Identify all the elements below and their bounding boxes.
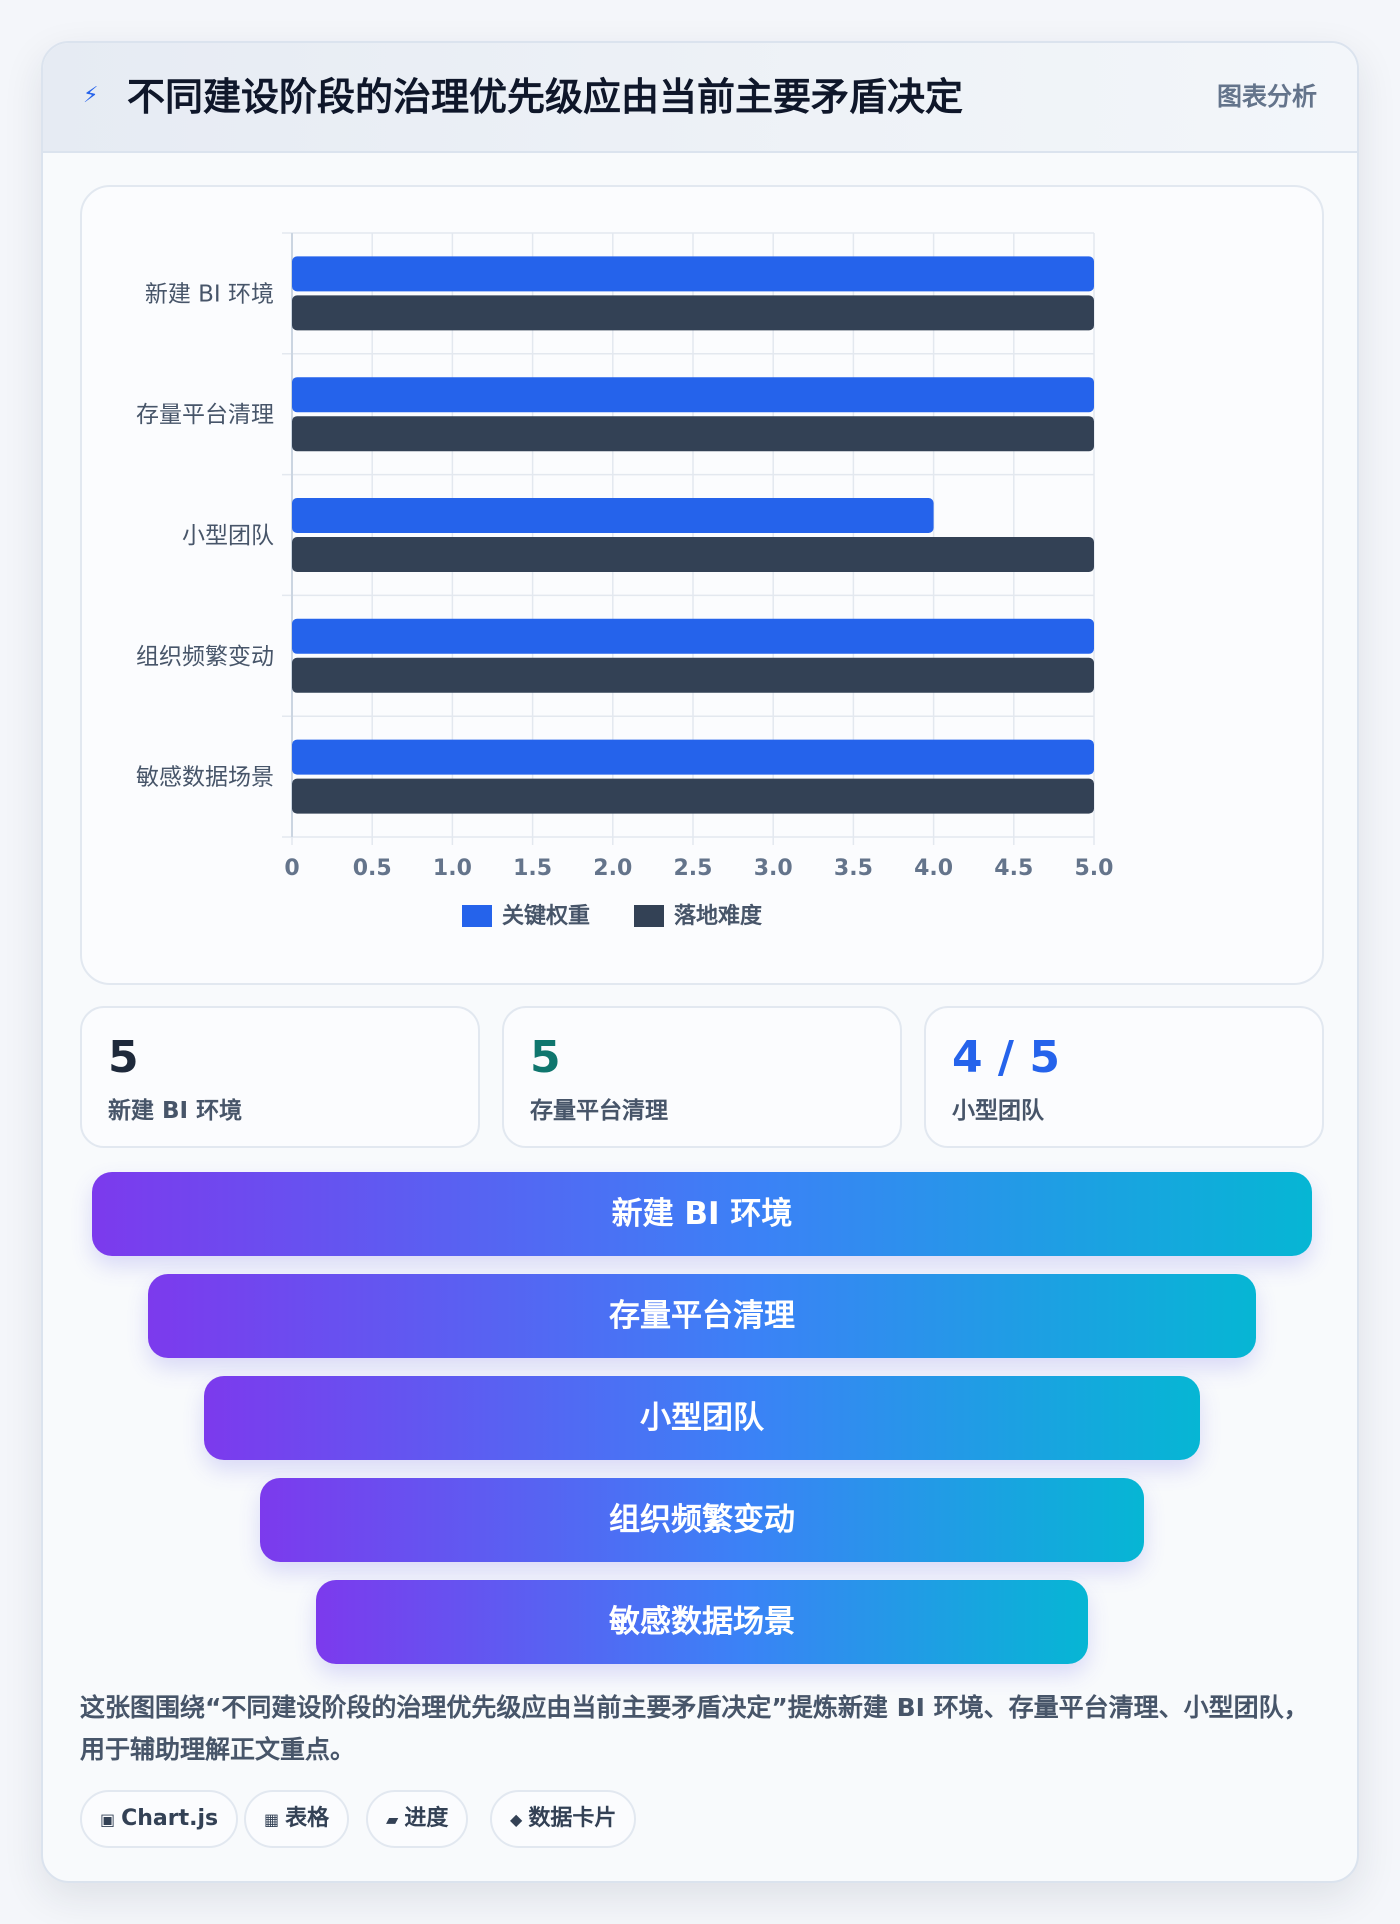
chart-card: ⚡ 不同建设阶段的治理优先级应由当前主要矛盾决定 图表分析 0 0.5 1.0 1.5… [41, 41, 1359, 1883]
page-title: 不同建设阶段的治理优先级应由当前主要矛盾决定 [127, 75, 964, 119]
stat-value: 5 [530, 1032, 561, 1083]
stat-card: 5 存量平台清理 [502, 1006, 902, 1148]
stat-label: 新建 BI 环境 [108, 1098, 243, 1124]
bar [292, 537, 1094, 572]
x-tick-label: 3.5 [834, 856, 873, 881]
tag-table[interactable]: ▦ 表格 [244, 1790, 350, 1848]
x-tick-label: 1.0 [433, 856, 472, 881]
x-tick-label: 1.5 [513, 856, 552, 881]
legend-swatch [462, 905, 492, 927]
tag-label: 表格 [285, 1806, 330, 1831]
stat-cards: 5 新建 BI 环境 5 存量平台清理 4 / 5 小型团队 [80, 1006, 1324, 1148]
funnel-step: 组织频繁变动 [260, 1478, 1144, 1562]
stat-label: 小型团队 [952, 1098, 1044, 1124]
tag-label: Chart.js [121, 1806, 219, 1831]
legend-swatch [634, 905, 664, 927]
funnel-step: 小型团队 [204, 1376, 1200, 1460]
bar [292, 657, 1094, 693]
bar [292, 295, 1094, 331]
bar [292, 416, 1094, 452]
funnel: 新建 BI 环境 存量平台清理 小型团队 组织频繁变动 敏感数据场景 [43, 1172, 1357, 1672]
bar [292, 256, 1094, 292]
bar [292, 778, 1094, 814]
x-tick-label: 3.0 [754, 856, 793, 881]
stat-card: 5 新建 BI 环境 [80, 1006, 480, 1148]
x-tick-label: 2.5 [674, 856, 713, 881]
x-tick-label: 4.0 [914, 856, 953, 881]
funnel-step: 敏感数据场景 [316, 1580, 1088, 1664]
tag-label: 数据卡片 [528, 1806, 617, 1831]
bar [292, 498, 934, 533]
funnel-step: 存量平台清理 [148, 1274, 1256, 1358]
funnel-step: 新建 BI 环境 [92, 1172, 1312, 1256]
progress-icon: ▰ [386, 1810, 399, 1829]
stat-label: 存量平台清理 [530, 1098, 668, 1124]
x-tick-label: 0 [284, 856, 299, 881]
tag-progress[interactable]: ▰ 进度 [366, 1790, 469, 1848]
x-tick-label: 0.5 [353, 856, 392, 881]
stat-card: 4 / 5 小型团队 [924, 1006, 1324, 1148]
bar-chart-panel: 0 0.5 1.0 1.5 2.0 2.5 3.0 3.5 4.0 4.5 5.0 新建 BI 环境存… [80, 185, 1324, 985]
card-header: ⚡ 不同建设阶段的治理优先级应由当前主要矛盾决定 图表分析 [43, 43, 1357, 153]
x-tick-label: 5.0 [1075, 856, 1114, 881]
chart-analysis-label: 图表分析 [1216, 82, 1317, 111]
y-tick-label: 敏感数据场景 [136, 765, 274, 791]
diamond-icon: ◆ [510, 1810, 523, 1829]
bar [292, 377, 1094, 413]
bar [292, 618, 1094, 654]
y-tick-label: 组织频繁变动 [136, 644, 274, 670]
x-tick-label: 2.0 [593, 856, 632, 881]
legend-label: 落地难度 [674, 903, 763, 929]
y-tick-label: 新建 BI 环境 [145, 281, 274, 307]
x-tick-label: 4.5 [994, 856, 1033, 881]
stat-value: 4 / 5 [952, 1032, 1060, 1083]
tag-data-card[interactable]: ◆ 数据卡片 [490, 1790, 637, 1848]
stat-value: 5 [108, 1032, 139, 1083]
lightning-icon: ⚡ [83, 83, 99, 108]
legend-label: 关键权重 [502, 903, 590, 929]
tag-chartjs[interactable]: ▣ Chart.js [80, 1790, 239, 1848]
y-tick-label: 存量平台清理 [136, 402, 274, 428]
chart-caption: 这张图围绕“不同建设阶段的治理优先级应由当前主要矛盾决定”提炼新建 BI 环境、… [80, 1693, 1309, 1764]
bar [292, 739, 1094, 775]
chip-icon: ▣ [100, 1810, 116, 1829]
table-icon: ▦ [264, 1810, 280, 1829]
y-tick-label: 小型团队 [182, 523, 274, 549]
bar-chart: 0 0.5 1.0 1.5 2.0 2.5 3.0 3.5 4.0 4.5 5.0 新建 BI 环境存… [136, 232, 1114, 929]
tag-label: 进度 [404, 1806, 449, 1831]
